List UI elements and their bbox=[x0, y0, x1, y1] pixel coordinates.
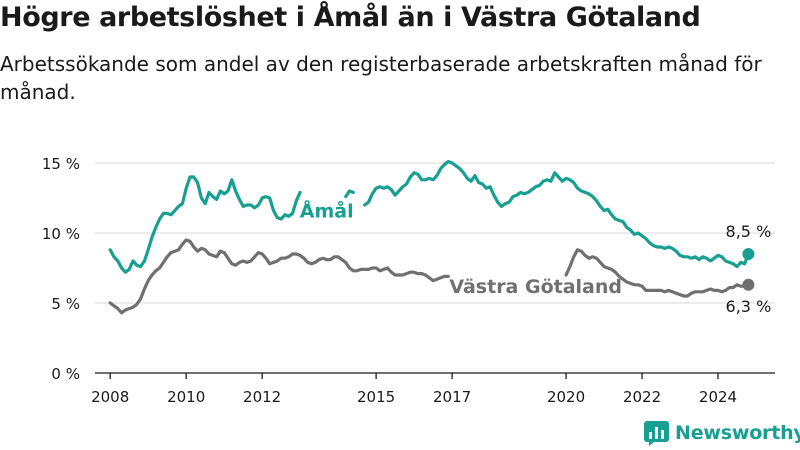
brand-name: Newsworthy bbox=[675, 422, 800, 444]
series-end-point-amal bbox=[742, 248, 755, 260]
series-end-point-vastra-gotaland bbox=[742, 278, 755, 291]
series-end-label-vastra-gotaland: 6,3 % bbox=[726, 297, 772, 316]
series-name-label-amal: Åmål bbox=[300, 199, 354, 223]
x-tick-label: 2015 bbox=[357, 388, 395, 406]
series-name-label-vastra-gotaland: Västra Götaland bbox=[449, 276, 622, 298]
y-tick-label: 10 % bbox=[42, 225, 80, 243]
x-tick-label: 2010 bbox=[167, 388, 205, 406]
x-tick-label: 2020 bbox=[547, 388, 585, 406]
x-tick-label: 2012 bbox=[243, 388, 281, 406]
x-tick-label: 2022 bbox=[623, 388, 661, 406]
series-line-amal bbox=[363, 160, 750, 269]
y-tick-label: 5 % bbox=[51, 295, 80, 313]
series-labels: 8,5 % 6,3 % Åmål Västra Götaland bbox=[300, 199, 771, 316]
x-tick-label: 2008 bbox=[91, 388, 129, 406]
series-end-label-amal: 8,5 % bbox=[726, 222, 772, 241]
y-tick-label: 15 % bbox=[42, 155, 80, 173]
gridlines bbox=[95, 162, 775, 304]
chart-title: Högre arbetslöshet i Åmål än i Västra Gö… bbox=[0, 2, 701, 33]
bar-chart-logo-icon bbox=[644, 420, 669, 446]
series-lines bbox=[108, 160, 755, 315]
series-line-vastra-gotaland bbox=[564, 248, 750, 298]
y-axis-tick-labels: 0 % 5 % 10 % 15 % bbox=[42, 155, 80, 383]
x-tick-label: 2017 bbox=[433, 388, 471, 406]
newsworthy-logo: Newsworthy bbox=[644, 419, 800, 447]
y-tick-label: 0 % bbox=[51, 365, 80, 383]
series-line-amal bbox=[108, 175, 302, 274]
series-line-vastra-gotaland bbox=[108, 238, 450, 315]
series-line-amal bbox=[344, 189, 355, 199]
chart-subtitle: Arbetssökande som andel av den registerb… bbox=[0, 52, 762, 104]
x-axis: 2008 2010 2012 2015 2017 2020 2022 2024 bbox=[91, 372, 775, 406]
x-tick-label: 2024 bbox=[699, 388, 737, 406]
